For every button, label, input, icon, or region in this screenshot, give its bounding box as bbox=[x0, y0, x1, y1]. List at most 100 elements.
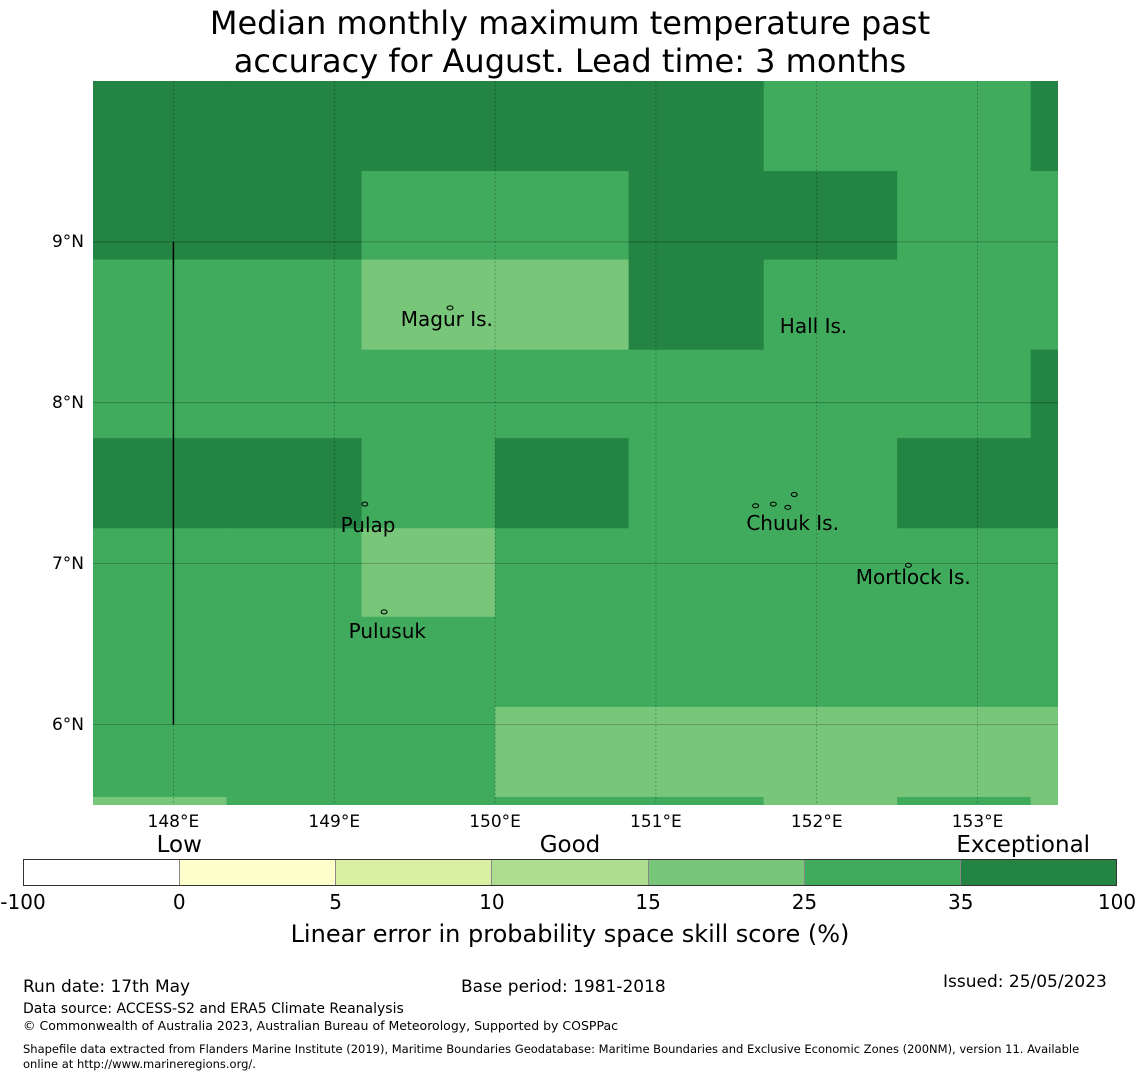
colorbar-tick-label: 15 bbox=[635, 890, 661, 914]
latitude-tick-label: 7°N bbox=[51, 553, 84, 574]
grid-cell bbox=[93, 438, 228, 529]
grid-cell bbox=[361, 616, 496, 708]
grid-cell bbox=[1030, 528, 1058, 618]
grid-cell bbox=[763, 349, 898, 439]
longitude-tick-label: 149°E bbox=[308, 812, 361, 832]
grid-cell bbox=[93, 706, 228, 798]
chuuk-island-shape bbox=[784, 504, 792, 510]
legend-category-label: Good bbox=[539, 832, 601, 858]
grid-cell bbox=[226, 349, 363, 439]
grid-cell bbox=[628, 171, 765, 261]
grid-cell bbox=[1030, 796, 1058, 805]
grid-cell bbox=[1030, 706, 1058, 798]
title-line-1: Median monthly maximum temperature past bbox=[209, 4, 931, 42]
place-label: Mortlock Is. bbox=[855, 564, 971, 589]
grid-cell bbox=[495, 259, 630, 351]
colorbar-tick-label: 5 bbox=[329, 890, 342, 914]
grid-cell bbox=[1030, 616, 1058, 708]
place-label: Magur Is. bbox=[400, 307, 493, 332]
grid-cell bbox=[495, 706, 630, 798]
shapefile-credit-line-2: online at http://www.marineregions.org/. bbox=[23, 1057, 256, 1071]
issued-date: Issued: 25/05/2023 bbox=[943, 972, 1107, 992]
grid-cell bbox=[897, 81, 1032, 172]
grid-cell bbox=[628, 796, 765, 805]
grid-cell bbox=[763, 616, 898, 708]
copyright-notice: © Commonwealth of Australia 2023, Austra… bbox=[23, 1018, 618, 1033]
grid-cell bbox=[226, 81, 363, 172]
legend-category-label: Exceptional bbox=[956, 832, 1091, 858]
colorbar-bin bbox=[804, 860, 961, 885]
grid-cell bbox=[495, 438, 630, 529]
colorbar-tick-label: 0 bbox=[172, 890, 186, 914]
grid-cell bbox=[628, 259, 765, 351]
grid-cell bbox=[226, 616, 363, 708]
latitude-tick-label: 8°N bbox=[51, 392, 84, 413]
grid-cell bbox=[495, 349, 630, 439]
grid-cell bbox=[628, 349, 765, 439]
grid-cell bbox=[93, 349, 228, 439]
grid-cell bbox=[897, 796, 1032, 805]
grid-cell bbox=[1030, 81, 1058, 172]
grid-cell bbox=[763, 171, 898, 261]
grid-cell bbox=[763, 528, 898, 618]
colorbar-tick-label: 25 bbox=[791, 890, 818, 914]
grid-cell bbox=[361, 796, 496, 805]
grid-cell bbox=[763, 706, 898, 798]
colorbar-tick-label: 35 bbox=[947, 890, 974, 914]
longitude-tick-label: 150°E bbox=[469, 812, 521, 832]
colorbar-bin bbox=[960, 860, 1116, 885]
grid-cell bbox=[1030, 349, 1058, 439]
grid-cell bbox=[897, 528, 1032, 618]
grid-cell bbox=[226, 259, 363, 351]
grid-cell bbox=[897, 706, 1032, 798]
grid-cell bbox=[628, 81, 765, 172]
grid-cell bbox=[361, 528, 496, 618]
grid-cell bbox=[361, 171, 496, 261]
grid-cell bbox=[361, 259, 496, 351]
grid-cell bbox=[628, 706, 765, 798]
grid-cell bbox=[897, 616, 1032, 708]
grid-cell bbox=[897, 259, 1032, 351]
grid-cell bbox=[361, 81, 496, 172]
data-source: Data source: ACCESS-S2 and ERA5 Climate … bbox=[23, 1001, 404, 1017]
grid-cell bbox=[361, 438, 496, 529]
grid-cell bbox=[763, 438, 898, 529]
map-panel[interactable] bbox=[93, 81, 1058, 805]
grid-cell bbox=[495, 528, 630, 618]
longitude-tick-label: 151°E bbox=[630, 812, 682, 832]
place-label: Pulusuk bbox=[348, 619, 426, 644]
chuuk-island-shape bbox=[790, 491, 798, 497]
grid-cell bbox=[93, 796, 228, 805]
grid-cell bbox=[1030, 171, 1058, 261]
colorbar-tick-label: 10 bbox=[479, 890, 505, 914]
pulap-island-shape bbox=[361, 501, 369, 507]
grid-cell bbox=[495, 796, 630, 805]
grid-cell bbox=[1030, 259, 1058, 351]
magur-island-shape bbox=[446, 305, 454, 311]
grid-cell bbox=[628, 616, 765, 708]
chuuk-island-shape bbox=[752, 503, 760, 509]
place-label: Pulap bbox=[340, 513, 396, 538]
grid-cell bbox=[226, 171, 363, 261]
grid-cell bbox=[628, 528, 765, 618]
grid-cell bbox=[226, 796, 363, 805]
colorbar-tick-label: -100 bbox=[0, 890, 46, 914]
grid-cell bbox=[226, 528, 363, 618]
grid-cell bbox=[897, 171, 1032, 261]
grid-cell bbox=[763, 259, 898, 351]
base-period: Base period: 1981-2018 bbox=[461, 977, 666, 997]
longitude-tick-label: 148°E bbox=[147, 812, 200, 832]
grid-cell bbox=[93, 616, 228, 708]
latitude-tick-label: 6°N bbox=[51, 714, 84, 735]
colorbar-tick-label: 100 bbox=[1097, 890, 1137, 914]
latitude-tick-label: 9°N bbox=[51, 231, 84, 252]
grid-cell bbox=[93, 81, 228, 172]
run-date: Run date: 17th May bbox=[23, 977, 191, 997]
grid-cell bbox=[1030, 438, 1058, 529]
colorbar-bin bbox=[180, 860, 337, 885]
longitude-tick-label: 153°E bbox=[951, 812, 1004, 832]
pulusuk-island-shape bbox=[380, 609, 388, 615]
title-line-2: accuracy for August. Lead time: 3 months bbox=[233, 42, 907, 80]
grid-cell bbox=[495, 171, 630, 261]
grid-cell bbox=[897, 438, 1032, 529]
